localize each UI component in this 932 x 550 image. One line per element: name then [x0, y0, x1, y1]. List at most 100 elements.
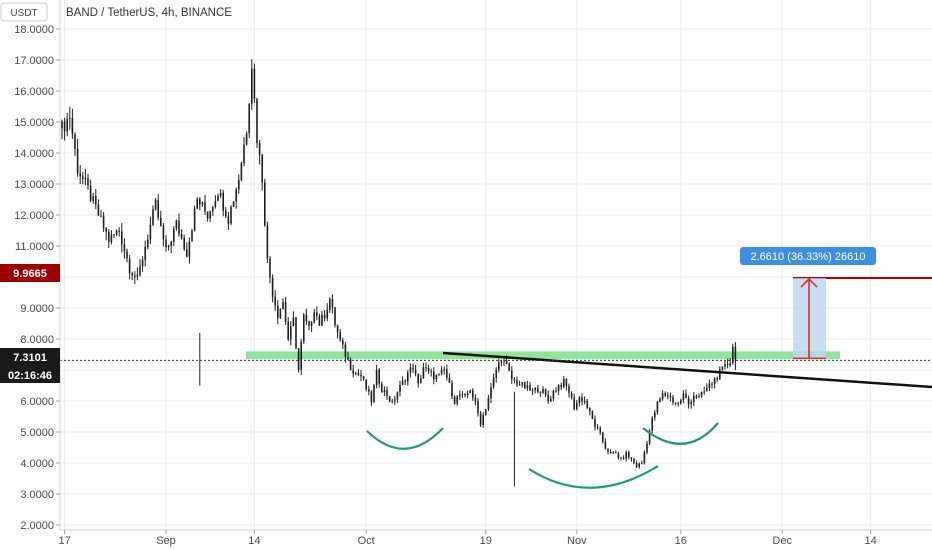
target-price-tag: [0, 264, 60, 282]
candle-body: [438, 373, 440, 375]
candle-body: [300, 341, 302, 370]
candle-body: [620, 457, 622, 459]
candle-body: [706, 388, 708, 392]
candle-body: [160, 217, 162, 226]
candle-body: [175, 220, 178, 229]
price-axis[interactable]: 2.00003.00004.00005.00006.00007.00008.00…: [14, 24, 60, 532]
candle-body: [388, 396, 391, 402]
candle-body: [479, 413, 482, 426]
candle-body: [472, 390, 474, 398]
candle-body: [534, 387, 536, 391]
candle-body: [633, 459, 635, 464]
candle-body: [524, 382, 526, 389]
candle-body: [368, 389, 370, 392]
measure-label: 2.6610 (36.33%) 26610: [751, 251, 866, 263]
candle-body: [729, 363, 731, 365]
target-price-label: 9.9665: [13, 268, 47, 280]
candle-body: [531, 390, 534, 392]
candle-body: [378, 369, 380, 384]
candle-body: [685, 393, 687, 399]
time-axis[interactable]: 17 Sep 14 Oct 19 Nov 16 Dec 14: [58, 530, 877, 547]
candle-body: [482, 414, 484, 426]
candle-body: [638, 463, 640, 467]
candle-body: [352, 370, 354, 374]
currency-label: USDT: [10, 8, 37, 19]
candle-body: [173, 228, 175, 242]
candle-body: [443, 369, 445, 371]
candle-body: [87, 178, 89, 186]
candle-body: [253, 68, 256, 99]
candle-body: [628, 451, 630, 458]
candle-body: [370, 391, 373, 403]
y-tick-label: 6.0000: [20, 396, 54, 408]
candle-body: [500, 361, 503, 363]
candle-body: [334, 307, 336, 325]
candle-body: [565, 379, 568, 387]
head-curve[interactable]: [528, 465, 659, 489]
candle-body: [503, 360, 505, 362]
candle-body: [672, 397, 674, 403]
candle-body: [123, 244, 126, 252]
candle-body: [391, 401, 393, 403]
candle-body: [721, 366, 724, 370]
candle-body: [323, 314, 326, 319]
candle-body: [214, 200, 217, 207]
candle-body: [256, 98, 258, 143]
neckline-trendline[interactable]: [442, 351, 932, 389]
candle-body: [232, 201, 235, 207]
candle-body: [516, 379, 518, 385]
candle-body: [373, 385, 375, 403]
candle-body: [490, 387, 492, 399]
candle-body: [144, 246, 146, 260]
candle-body: [596, 427, 599, 429]
candle-body: [188, 241, 191, 257]
candle-body: [295, 317, 297, 349]
candle-body: [555, 390, 557, 392]
candle-body: [547, 394, 549, 402]
y-tick-label: 8.0000: [20, 334, 54, 346]
x-tick-label: Dec: [772, 535, 792, 547]
left-shoulder-curve[interactable]: [366, 427, 444, 450]
candle-body: [625, 451, 627, 459]
candle-body: [63, 121, 66, 132]
candle-body: [362, 376, 365, 380]
candle-body: [386, 390, 388, 397]
candle-body: [474, 397, 477, 402]
candle-body: [654, 412, 656, 418]
candle-body: [297, 348, 300, 370]
candle-body: [578, 397, 581, 403]
candle-body: [89, 185, 92, 201]
candle-body: [526, 385, 529, 389]
candle-body: [308, 321, 310, 326]
candle-body: [399, 384, 401, 393]
right-shoulder-curve[interactable]: [642, 422, 719, 445]
candle-body: [440, 369, 443, 374]
candle-body: [573, 397, 575, 410]
y-tick-label: 17.0000: [14, 55, 54, 67]
candle-body: [74, 134, 76, 150]
drawing-overlay[interactable]: [60, 277, 932, 489]
candle-body: [336, 324, 339, 333]
candle-body: [331, 298, 334, 308]
candle-body: [162, 225, 165, 240]
candle-body: [492, 377, 495, 388]
candle-body: [695, 395, 698, 398]
candle-body: [183, 238, 185, 250]
y-tick-label: 15.0000: [14, 117, 54, 129]
x-tick-label: 16: [675, 535, 687, 547]
candle-body: [342, 340, 344, 345]
candle-body: [583, 400, 586, 402]
candle-body: [95, 195, 97, 205]
currency-badge[interactable]: [0, 2, 48, 22]
candle-body: [170, 241, 172, 246]
candle-body: [245, 133, 248, 145]
candle-body: [508, 364, 510, 371]
candle-body: [724, 364, 726, 367]
candle-body: [693, 395, 695, 402]
candle-body: [100, 215, 102, 217]
candle-body: [243, 144, 245, 164]
measure-label-box: [740, 247, 876, 265]
candle-body: [713, 378, 716, 384]
candle-body: [191, 230, 193, 242]
